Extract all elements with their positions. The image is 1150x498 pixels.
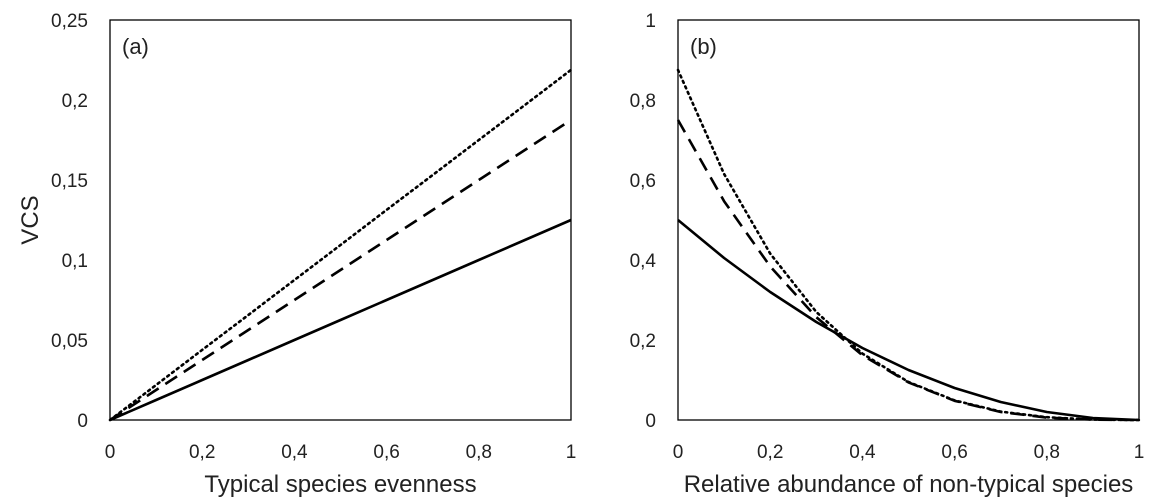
y-tick-label: 0,1	[62, 251, 88, 272]
x-tick-label: 0	[105, 442, 116, 463]
series-line-solid	[677, 218, 1140, 422]
y-tick-label: 0,15	[51, 171, 88, 192]
y-tick-label: 1	[645, 11, 656, 32]
y-tick-label: 0,4	[630, 251, 657, 272]
x-tick-label: 0,4	[281, 442, 308, 463]
series-line-solid	[109, 218, 572, 422]
x-tick-label: 1	[566, 442, 577, 463]
y-tick-label: 0,2	[62, 91, 88, 112]
series-line-dotted	[676, 68, 1141, 422]
x-tick-label: 0,4	[849, 442, 876, 463]
x-axis-label: Relative abundance of non-typical specie…	[684, 471, 1134, 498]
x-tick-label: 0,6	[373, 442, 399, 463]
series-line-dashed	[109, 118, 572, 422]
plot-frame	[677, 19, 1140, 421]
series-line-dashed	[676, 119, 1140, 422]
series-line-dotted	[108, 68, 573, 422]
panel-label: (a)	[122, 34, 149, 59]
y-tick-label: 0,2	[630, 331, 656, 352]
y-tick-label: 0,25	[51, 11, 88, 32]
x-tick-label: 0,2	[757, 442, 783, 463]
x-tick-label: 1	[1134, 442, 1145, 463]
y-tick-label: 0	[645, 411, 656, 432]
plot-frame	[109, 19, 572, 421]
y-tick-label: 0,05	[51, 331, 88, 352]
y-tick-label: 0	[77, 411, 88, 432]
x-tick-label: 0	[673, 442, 684, 463]
x-tick-label: 0,8	[466, 442, 492, 463]
panel-label: (b)	[690, 34, 717, 59]
x-tick-label: 0,8	[1034, 442, 1060, 463]
x-tick-label: 0,6	[941, 442, 967, 463]
y-tick-label: 0,8	[630, 91, 656, 112]
x-axis-label: Typical species evenness	[204, 471, 476, 498]
panel-a: 0 0,2 0,4 0,6 0,8 1 0 0,05 0,1 0,15 0,2 0,25 Typical…	[17, 11, 576, 498]
x-tick-label: 0,2	[189, 442, 215, 463]
y-tick-label: 0,6	[630, 171, 656, 192]
y-axis-label: VCS	[17, 195, 44, 244]
